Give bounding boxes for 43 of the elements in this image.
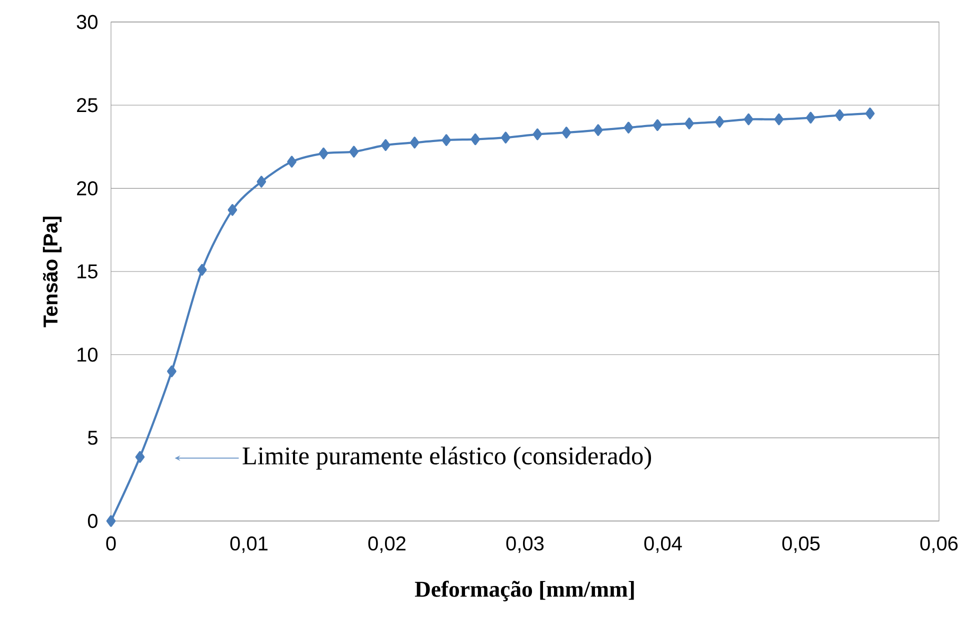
point (593, 124, 603, 136)
y-tick-label: 20 (77, 181, 98, 196)
x-axis-title: Deformação [mm/mm] (414, 580, 634, 602)
y-tick-label: 15 (78, 264, 98, 278)
point (714, 116, 724, 128)
annotation: Limite puramente elástico (considerado) (242, 446, 652, 470)
x-tick-label: 0 (106, 536, 116, 551)
x-tick-label: 0,02 (368, 536, 406, 553)
point (652, 119, 662, 131)
y-tick-label: 5 (88, 430, 98, 445)
point (287, 156, 296, 168)
point (380, 139, 390, 151)
point (228, 204, 238, 216)
y-tick-label: 10 (78, 348, 98, 362)
y-tick-label: 25 (77, 98, 98, 112)
point (197, 264, 207, 276)
y-tick-label: 0 (88, 514, 98, 528)
point (834, 109, 844, 122)
point (167, 365, 176, 378)
point (501, 132, 510, 144)
point (442, 134, 452, 146)
point (562, 126, 572, 138)
point (774, 113, 784, 126)
x-tick-label: 0,05 (782, 536, 820, 553)
x-tick-label: 0,01 (230, 536, 268, 553)
point (470, 133, 480, 146)
point (624, 122, 634, 134)
point (349, 146, 359, 158)
point (865, 108, 875, 120)
point (684, 118, 694, 130)
x-tick-label: 0,06 (920, 536, 958, 553)
point (318, 148, 328, 160)
point (256, 176, 266, 188)
point (106, 515, 116, 527)
point (806, 112, 816, 124)
point (410, 136, 420, 148)
y-axis-title: Tensão [Pa] (42, 216, 62, 328)
x-tick-label: 0,03 (506, 536, 544, 553)
y-tick-label: 30 (76, 14, 98, 30)
point (532, 128, 542, 140)
point (744, 113, 754, 126)
point (135, 451, 145, 463)
x-tick-label: 0,04 (644, 536, 682, 553)
